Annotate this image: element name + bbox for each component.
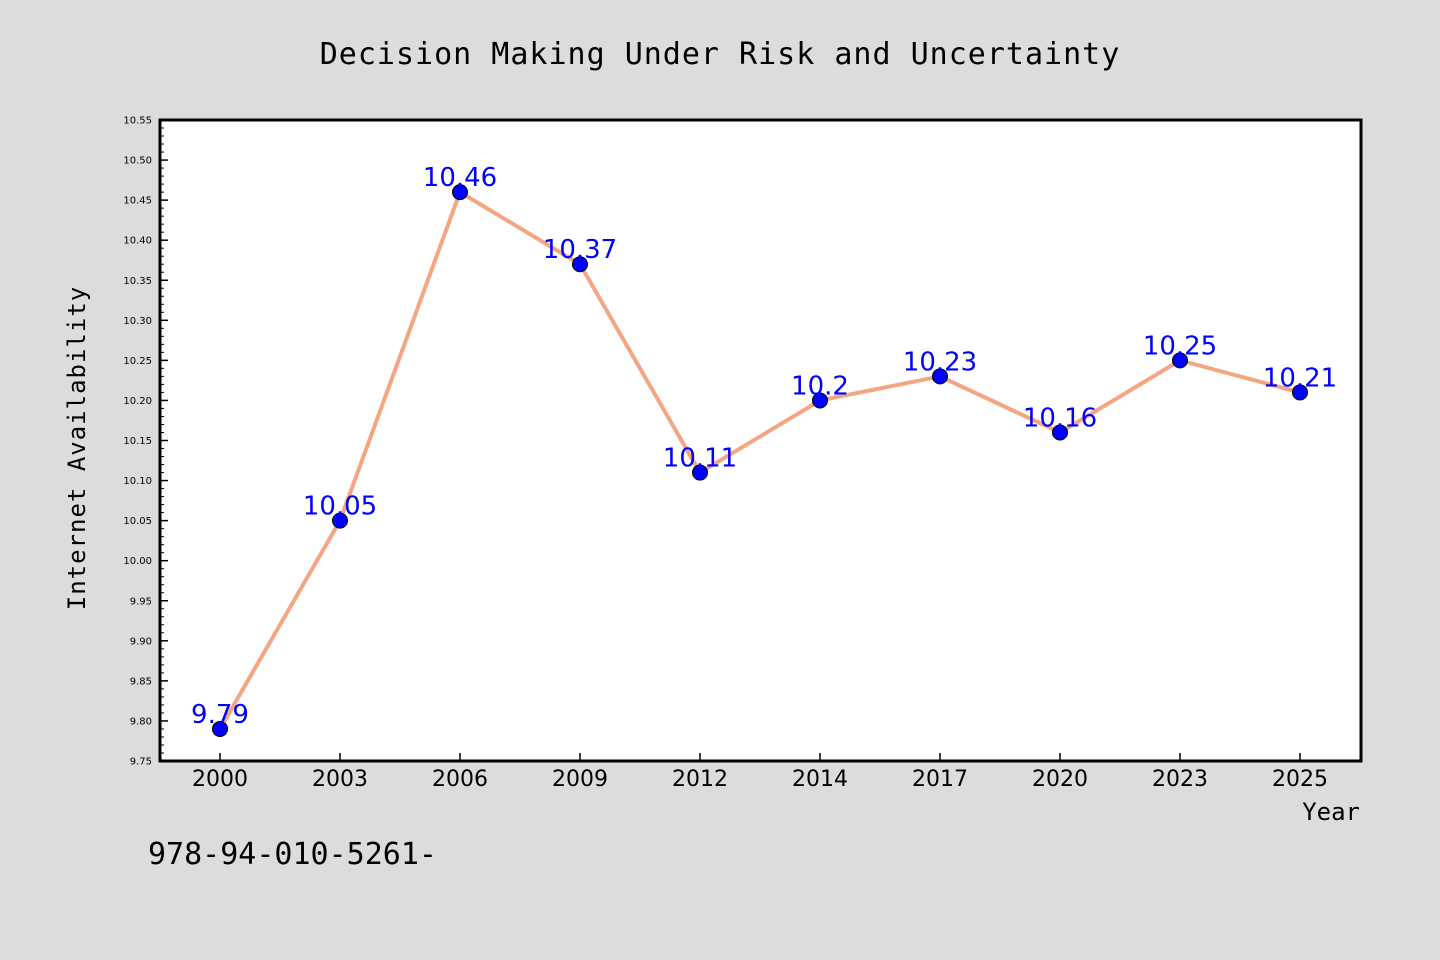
x-axis: 2000 2003 2006 2009 2012 2014 2017 2020 2023 2025 (192, 753, 1328, 792)
y-tick-label: 9.95 (130, 596, 152, 607)
x-tick-label: 2012 (672, 767, 728, 792)
x-tick-label: 2025 (1272, 767, 1328, 792)
x-tick-label: 2023 (1152, 767, 1208, 792)
y-axis: 9.75 9.80 9.85 9.90 9.95 10.00 10.05 10.10 10.15… (123, 116, 168, 768)
chart-title: Decision Making Under Risk and Uncertain… (320, 37, 1121, 72)
data-label: 9.79 (191, 700, 249, 730)
data-label: 10.2 (791, 371, 849, 401)
x-tick-label: 2009 (552, 767, 608, 792)
y-tick-label: 9.75 (130, 757, 152, 768)
data-point (692, 464, 708, 481)
y-tick-label: 10.10 (123, 476, 152, 487)
data-point (932, 368, 948, 385)
series-layer: 9.79 10.05 10.46 10.37 10.11 10.2 10.23 10.16 10… (191, 163, 1337, 737)
x-tick-label: 2020 (1032, 767, 1088, 792)
y-tick-label: 10.55 (123, 116, 152, 127)
series-line (218, 190, 1301, 730)
x-tick-label: 2003 (312, 767, 368, 792)
data-label: 10.46 (423, 163, 497, 193)
data-point (812, 392, 828, 409)
y-tick-label: 10.40 (123, 236, 152, 247)
y-tick-label: 10.05 (123, 516, 152, 527)
data-label: 10.23 (903, 347, 977, 377)
y-tick-label: 10.30 (123, 316, 152, 327)
data-point (1292, 384, 1308, 401)
x-tick-label: 2000 (192, 767, 248, 792)
y-tick-label: 10.25 (123, 356, 152, 367)
data-point (1172, 352, 1188, 369)
isbn-footer: 978-94-010-5261- (148, 837, 437, 872)
data-label: 10.05 (303, 492, 377, 522)
data-point (572, 256, 588, 273)
y-tick-label: 9.90 (130, 636, 152, 647)
y-tick-label: 10.35 (123, 276, 152, 287)
y-axis-label: Internet Availability (63, 286, 91, 610)
data-label: 10.16 (1023, 403, 1097, 433)
y-tick-label: 10.00 (123, 556, 152, 567)
data-point (452, 184, 468, 201)
data-point (1052, 424, 1068, 441)
data-point (332, 512, 348, 529)
y-tick-label: 10.15 (123, 436, 152, 447)
x-tick-label: 2014 (792, 767, 848, 792)
x-tick-label: 2006 (432, 767, 488, 792)
x-axis-label: Year (1302, 798, 1360, 826)
data-point (212, 720, 228, 737)
data-label: 10.37 (543, 235, 617, 265)
y-tick-label: 9.85 (130, 676, 152, 687)
y-tick-label: 10.20 (123, 396, 152, 407)
x-tick-label: 2017 (912, 767, 968, 792)
y-tick-label: 9.80 (130, 716, 152, 727)
data-label: 10.25 (1143, 331, 1217, 361)
y-tick-label: 10.45 (123, 196, 152, 207)
data-label: 10.21 (1263, 363, 1337, 393)
data-label: 10.11 (663, 444, 737, 474)
plot-area (158, 118, 1363, 763)
y-tick-label: 10.50 (123, 156, 152, 167)
